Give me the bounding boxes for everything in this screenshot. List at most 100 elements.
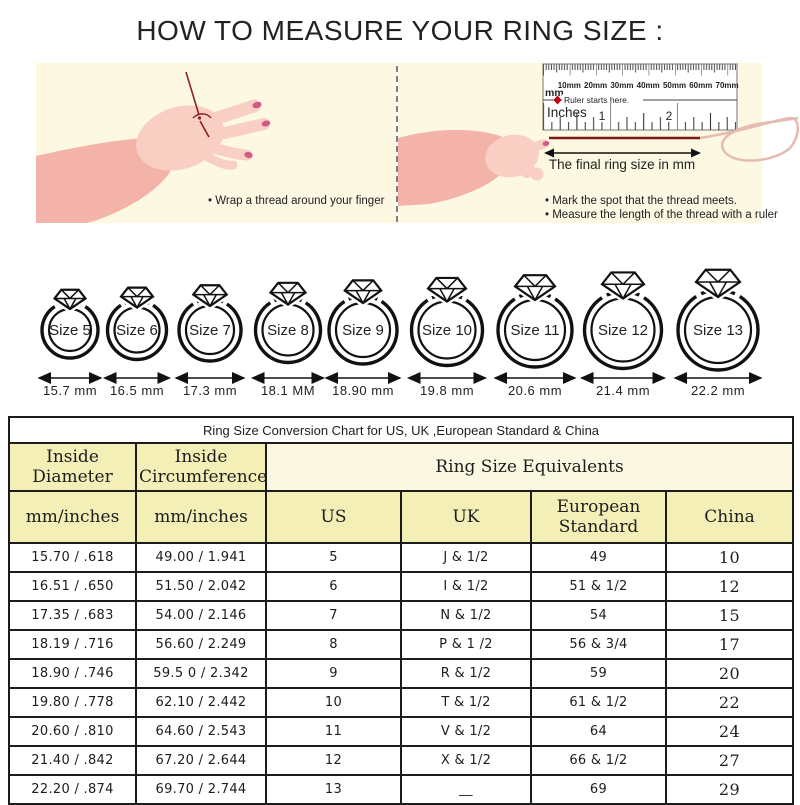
cell-diameter: 15.70 / .618: [8, 542, 137, 573]
cell-eu: 49: [530, 542, 667, 573]
cell-china: 20: [664, 658, 795, 689]
fingernail: [261, 120, 271, 127]
mm-tick-label: 40mm: [637, 81, 660, 90]
cell-eu: 59: [530, 658, 667, 689]
table-row: 19.80 / .778 62.10 / 2.442 10 T & 1/2 61…: [8, 687, 795, 718]
cell-diameter: 18.19 / .716: [8, 629, 137, 660]
cell-diameter: 16.51 / .650: [8, 571, 137, 602]
ring-diameter-label: 22.2 mm: [691, 383, 745, 398]
ring-size-7: Size 7 17.3 mm: [176, 285, 244, 398]
cell-uk: X & 1/2: [400, 745, 532, 776]
caption-wrap-thread: • Wrap a thread around your finger: [208, 195, 385, 207]
cell-eu: 56 & 3/4: [530, 629, 667, 660]
ring-size-label: Size 7: [189, 322, 231, 339]
ring-diameter-label: 21.4 mm: [596, 383, 650, 398]
hand-with-thread-illustration: [36, 99, 271, 223]
ring-diameter-label: 17.3 mm: [183, 383, 237, 398]
cell-uk: R & 1/2: [400, 658, 532, 689]
table-title-row: Ring Size Conversion Chart for US, UK ,E…: [7, 416, 795, 444]
table-row: 18.90 / .746 59.5 0 / 2.342 9 R & 1/2 59…: [8, 658, 795, 689]
header-china: China: [664, 490, 795, 544]
cell-circumference: 59.5 0 / 2.342: [135, 658, 267, 689]
ruler: 10mm 20mm 30mm 40mm 50mm 60mm 70mm mm Ru…: [542, 63, 739, 131]
cell-circumference: 51.50 / 2.042: [135, 571, 267, 602]
ring-size-11: Size 11 20.6 mm: [495, 275, 575, 398]
cell-china: 24: [664, 716, 795, 747]
ruler-starts-here-label: Ruler starts here.: [564, 95, 629, 105]
ring-size-label: Size 11: [511, 322, 560, 339]
cell-us: 9: [265, 658, 402, 689]
cell-diameter: 19.80 / .778: [8, 687, 137, 718]
cell-china: 15: [664, 600, 795, 631]
cell-circumference: 56.60 / 2.249: [135, 629, 267, 660]
ring-sizes-row: Size 5 15.7 mm Size 6 16.5 mm Size 7 17.…: [0, 238, 800, 406]
cell-circumference: 62.10 / 2.442: [135, 687, 267, 718]
cell-china: 17: [664, 629, 795, 660]
cell-uk: J & 1/2: [400, 542, 532, 573]
cell-circumference: 54.00 / 2.146: [135, 600, 267, 631]
cell-us: 10: [265, 687, 402, 718]
ring-diameter-label: 18.1 MM: [261, 383, 315, 398]
inch-tick-label: 2: [666, 109, 673, 123]
cell-eu: 54: [530, 600, 667, 631]
cell-us: 7: [265, 600, 402, 631]
cell-uk: V & 1/2: [400, 716, 532, 747]
table-row: 15.70 / .618 49.00 / 1.941 5 J & 1/2 49 …: [8, 542, 795, 573]
mm-unit-label: mm: [545, 87, 564, 99]
caption-measure-length: • Measure the length of the thread with …: [545, 209, 778, 221]
ring-diameter-label: 16.5 mm: [110, 383, 164, 398]
header-inside-circumference: Inside Circumference: [135, 442, 267, 492]
mm-tick-label: 60mm: [689, 81, 712, 90]
cell-diameter: 21.40 / .842: [8, 745, 137, 776]
table-group-header-row: Inside Diameter Inside Circumference Rin…: [8, 442, 795, 492]
cell-eu: 64: [530, 716, 667, 747]
cell-uk: I & 1/2: [400, 571, 532, 602]
pointing-hand-illustration: [398, 129, 549, 206]
mm-tick-label: 20mm: [584, 81, 607, 90]
cell-eu: 51 & 1/2: [530, 571, 667, 602]
table-title: Ring Size Conversion Chart for US, UK ,E…: [7, 416, 795, 444]
cell-circumference: 64.60 / 2.543: [135, 716, 267, 747]
cell-us: 5: [265, 542, 402, 573]
table-row: 17.35 / .683 54.00 / 2.146 7 N & 1/2 54 …: [8, 600, 795, 631]
cell-uk: T & 1/2: [400, 687, 532, 718]
ring-diameter-label: 18.90 mm: [332, 383, 394, 398]
table-row: 18.19 / .716 56.60 / 2.249 8 P & 1 /2 56…: [8, 629, 795, 660]
ring-size-label: Size 5: [49, 322, 91, 339]
cell-circumference: 67.20 / 2.644: [135, 745, 267, 776]
header-circumference-unit: mm/inches: [135, 490, 267, 544]
cell-china: 10: [664, 542, 795, 573]
mm-tick-label: 30mm: [610, 81, 633, 90]
cell-us: 12: [265, 745, 402, 776]
ring-size-conversion-table: Ring Size Conversion Chart for US, UK ,E…: [7, 416, 795, 805]
cell-circumference: 49.00 / 1.941: [135, 542, 267, 573]
caption-mark-spot: • Mark the spot that the thread meets.: [545, 195, 737, 207]
cell-uk: P & 1 /2: [400, 629, 532, 660]
header-inside-diameter: Inside Diameter: [8, 442, 137, 492]
mm-tick-label: 70mm: [716, 81, 739, 90]
cell-us: 6: [265, 571, 402, 602]
ring-size-9: Size 9 18.90 mm: [326, 280, 400, 398]
ring-size-label: Size 6: [116, 322, 158, 339]
ring-size-8: Size 8 18.1 MM: [253, 283, 324, 398]
fingernail: [252, 101, 262, 109]
ring-diameter-label: 19.8 mm: [420, 383, 474, 398]
final-size-arrow: [544, 148, 701, 158]
table-row: 16.51 / .650 51.50 / 2.042 6 I & 1/2 51 …: [8, 571, 795, 602]
mm-tick-label: 10mm: [558, 81, 581, 90]
header-us: US: [265, 490, 402, 544]
ring-size-label: Size 10: [422, 322, 472, 339]
cell-eu: 66 & 1/2: [530, 745, 667, 776]
table-row: 21.40 / .842 67.20 / 2.644 12 X & 1/2 66…: [8, 745, 795, 776]
cell-us: 11: [265, 716, 402, 747]
ring-size-13: Size 13 22.2 mm: [675, 270, 761, 398]
cell-china: 22: [664, 687, 795, 718]
ring-size-label: Size 12: [598, 322, 648, 339]
inch-tick-label: 1: [599, 109, 606, 123]
mm-tick-label: 50mm: [663, 81, 686, 90]
ring-size-5: Size 5 15.7 mm: [39, 290, 101, 398]
how-to-measure-illustration: • Wrap a thread around your finger 10mm …: [36, 63, 799, 223]
cell-china: 27: [664, 745, 795, 776]
thread-on-finger: [185, 71, 212, 138]
fingernail: [542, 141, 550, 146]
